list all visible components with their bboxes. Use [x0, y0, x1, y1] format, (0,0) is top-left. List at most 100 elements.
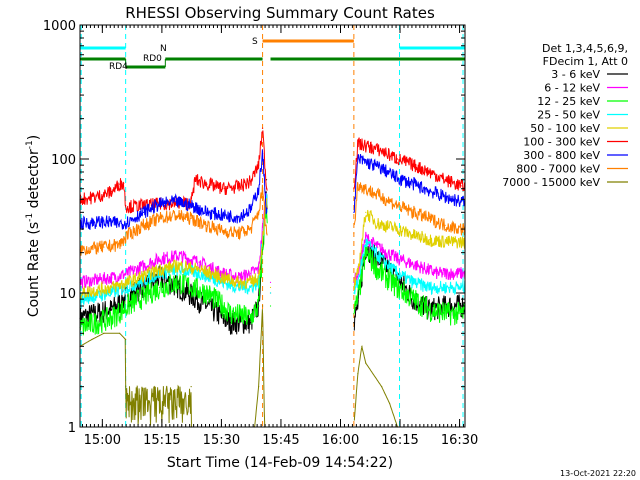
series-5-point-2 [111, 191, 113, 193]
series-5-point-5 [125, 204, 127, 207]
series-7-point-20 [396, 204, 399, 207]
saa-label: S [252, 37, 258, 47]
series-6-point-19 [396, 177, 399, 179]
series-2-point-4 [178, 281, 180, 283]
series-2-point-3 [158, 286, 160, 289]
chart-title: RHESSI Observing Summary Count Rates [125, 4, 435, 22]
series-2-point-12 [353, 313, 355, 315]
series-trace-6 [79, 149, 466, 231]
series-8-point-14 [361, 345, 363, 347]
series-5-point-21 [381, 150, 383, 152]
x-tick-label-1: 15:15 [143, 433, 180, 448]
series-6-point-14 [265, 211, 268, 213]
series-7-point-21 [412, 211, 415, 213]
series-5-point-25 [444, 179, 446, 181]
y-axis-label-main: Count Rate (s [26, 222, 42, 317]
y-tick-label-3: 1000 [43, 19, 76, 34]
timestamp: 13-Oct-2021 22:20 [560, 469, 636, 478]
series-6 [79, 149, 466, 231]
series-2-point-2 [127, 305, 129, 307]
series-2-point-18 [428, 309, 430, 311]
series-2-point-15 [377, 268, 379, 271]
y-tick-label-2: 100 [51, 153, 76, 168]
series-4-point-12 [353, 286, 355, 289]
series-3-point-11 [269, 292, 272, 294]
series-6-point-16 [357, 158, 359, 160]
series-2-point-16 [396, 286, 399, 289]
series-8-point-15 [365, 362, 367, 364]
series-6-point-12 [258, 188, 260, 190]
series-6-point-13 [261, 152, 264, 155]
x-axis-label: Start Time (14-Feb-09 14:54:22) [167, 455, 393, 471]
series-3-point-1 [111, 292, 113, 294]
series-8-point-9 [258, 386, 260, 388]
series-5-point-23 [412, 164, 415, 166]
series-5-point-26 [460, 185, 462, 187]
series-4-point-15 [377, 222, 379, 225]
series-4-point-6 [222, 277, 224, 279]
series-8-point-4 [125, 338, 127, 341]
series-1-point-14 [365, 236, 367, 238]
series-4-point-19 [448, 241, 450, 243]
legend-label-6: 300 - 800 keV [523, 149, 600, 162]
series-1-point-17 [416, 265, 418, 267]
series-4-point-18 [428, 239, 430, 241]
y-axis-label-unit: detector [26, 149, 42, 213]
series-4-point-8 [250, 281, 252, 283]
series-4-point-20 [460, 241, 462, 243]
series-1-point-11 [269, 281, 272, 283]
series-6-point-9 [222, 214, 224, 216]
rd4-label: RD4 [109, 62, 128, 72]
series-6-point-7 [190, 204, 192, 207]
series-7-point-5 [142, 224, 145, 226]
series-3-point-5 [198, 272, 200, 275]
x-tick-label-6: 16:30 [441, 433, 478, 448]
series-1 [79, 188, 466, 289]
series-6-point-3 [127, 221, 129, 223]
series-7-point-12 [250, 228, 252, 230]
legend-header-0: Det 1,3,4,5,6,9, [542, 42, 628, 55]
series-3-point-12 [353, 292, 355, 294]
series-4-point-10 [265, 198, 268, 200]
series-4-point-3 [158, 268, 160, 271]
series-4-point-5 [198, 268, 200, 271]
series-7-point-13 [258, 211, 260, 213]
y-axis-label-exp2: -1 [25, 140, 35, 149]
series-5-point-22 [396, 158, 399, 160]
series-7-point-9 [206, 224, 208, 226]
series-1-point-5 [198, 261, 200, 263]
series-7-point-1 [103, 246, 105, 248]
series-3-point-10 [265, 193, 268, 195]
series-7-point-11 [238, 232, 240, 234]
x-tick-label-0: 15:00 [84, 433, 121, 448]
series-4-point-14 [365, 211, 367, 213]
legend-label-0: 3 - 6 keV [551, 68, 600, 81]
legend-label-3: 25 - 50 keV [537, 109, 600, 122]
series-2-point-19 [448, 313, 450, 315]
series-1-point-9 [258, 268, 260, 271]
series-7-point-7 [174, 214, 176, 216]
series-0-point-12 [353, 322, 355, 324]
series-7-point-8 [190, 217, 192, 220]
x-tick-label-3: 15:45 [262, 433, 299, 448]
series-6-point-10 [238, 216, 240, 218]
series-3-point-17 [412, 281, 415, 283]
x-tick-label-5: 16:15 [381, 433, 418, 448]
series-7-point-18 [365, 188, 367, 190]
series-0-point-13 [357, 305, 359, 307]
series-5-point-10 [194, 179, 196, 181]
series-7-point-16 [353, 232, 355, 234]
series-5-point-13 [238, 186, 240, 188]
series-4-point-11 [269, 286, 272, 289]
series-4-point-4 [178, 265, 180, 267]
series-3-point-19 [448, 286, 450, 289]
series-6-point-20 [412, 183, 415, 185]
x-tick-label-4: 16:00 [322, 433, 359, 448]
series-1-point-15 [377, 246, 379, 248]
night-label: N [160, 44, 167, 54]
legend-label-7: 800 - 7000 keV [516, 163, 600, 176]
legend-label-8: 7000 - 15000 keV [502, 176, 600, 189]
rd0-label: RD0 [143, 54, 162, 64]
series-1-point-7 [238, 277, 240, 279]
series-2 [79, 198, 466, 336]
